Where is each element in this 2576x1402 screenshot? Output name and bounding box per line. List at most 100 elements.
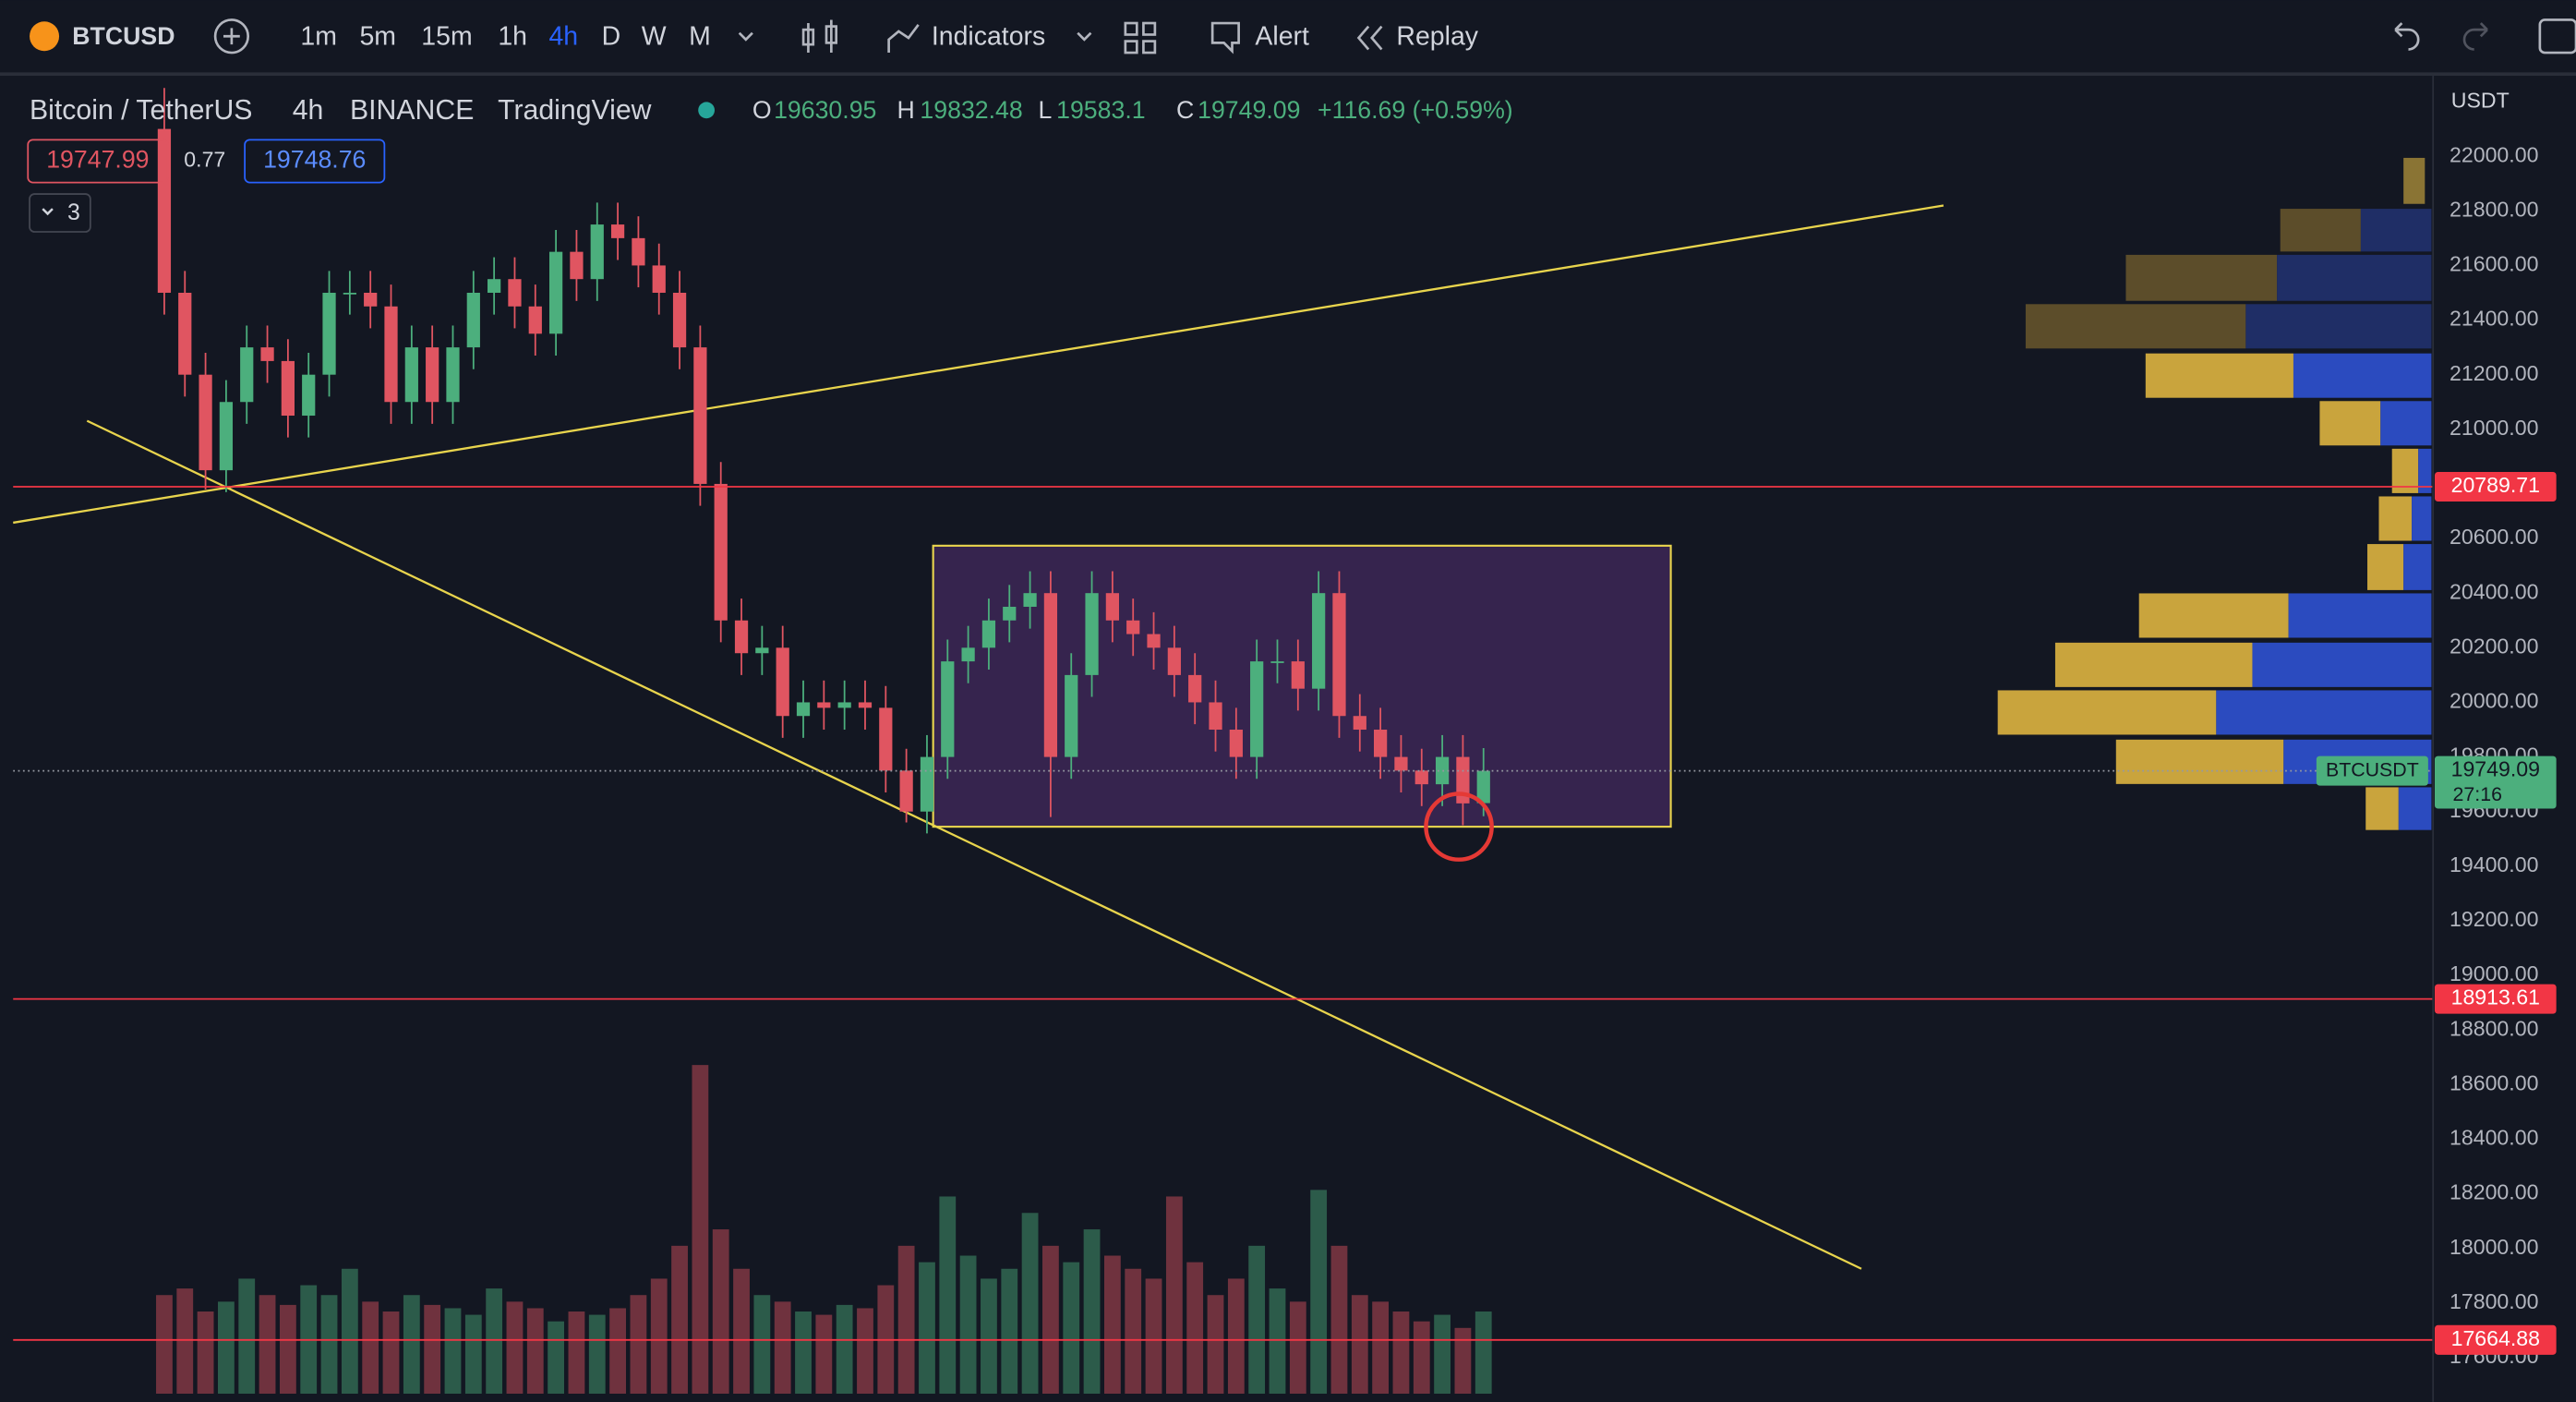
interval-button[interactable]: 4h — [548, 22, 578, 52]
ask[interactable]: 19748.76 — [263, 146, 366, 174]
ask-box[interactable] — [244, 139, 386, 184]
interval-button[interactable]: 5m — [359, 22, 396, 52]
y-tick-label: 20400.00 — [2450, 579, 2538, 603]
volume-bar — [320, 1295, 338, 1394]
ohlc-value: 19583.1 — [1056, 96, 1145, 124]
candle-body — [1456, 756, 1470, 804]
volume-bar — [259, 1295, 276, 1394]
trend-line[interactable] — [86, 419, 1862, 1270]
y-tick-label: 18600.00 — [2450, 1070, 2538, 1094]
volume-bar — [1372, 1301, 1390, 1394]
candle-body — [302, 374, 316, 417]
trend-line[interactable] — [13, 204, 1944, 525]
candle-body — [446, 347, 460, 403]
price-line-tag[interactable] — [2434, 1324, 2557, 1355]
volume-bar — [1351, 1295, 1368, 1394]
y-tick-label: 17800.00 — [2450, 1289, 2538, 1313]
volume-bar — [959, 1255, 977, 1394]
replay-button[interactable]: Replay — [1396, 22, 1478, 52]
candle-body — [488, 279, 501, 293]
exchange: BINANCE — [350, 95, 474, 126]
undo[interactable] — [2394, 22, 2420, 51]
candle-body — [240, 347, 254, 403]
candle-body — [796, 702, 811, 717]
price-line-label[interactable]: 20789.71 — [2451, 473, 2540, 497]
volume-bar — [1001, 1268, 1018, 1394]
ohlc-value: L — [1039, 96, 1053, 124]
interval-button[interactable]: W — [642, 22, 667, 52]
volume-bar — [526, 1308, 544, 1394]
price-line-label[interactable]: 17664.88 — [2451, 1326, 2540, 1350]
volume-bar — [444, 1308, 462, 1394]
candle-body — [219, 402, 234, 471]
ohlc-value: +116.69 (+0.59%) — [1318, 96, 1513, 124]
volume-bar — [588, 1314, 606, 1394]
volume-bar — [1227, 1278, 1245, 1394]
volume-bar — [1165, 1196, 1183, 1394]
volume-bar — [1125, 1268, 1142, 1394]
candle-body — [1126, 620, 1140, 635]
redo[interactable] — [2462, 22, 2488, 51]
candle-body — [1394, 756, 1408, 771]
candle-body — [693, 347, 707, 484]
volume-bar — [1021, 1213, 1039, 1394]
y-tick-label: 21600.00 — [2450, 252, 2538, 276]
candle-body — [260, 347, 274, 361]
price-line-tag[interactable] — [2434, 471, 2557, 502]
add-symbol[interactable] — [213, 18, 250, 54]
interval-button[interactable]: M — [689, 22, 711, 52]
layout-button[interactable] — [1124, 21, 1157, 54]
interval-menu[interactable] — [738, 31, 753, 42]
volume-bar — [464, 1314, 482, 1394]
volume-bar — [1145, 1278, 1162, 1394]
price-axis[interactable] — [2433, 74, 2576, 1402]
candle-body — [466, 292, 480, 348]
volume-bar — [1413, 1321, 1430, 1394]
candle-body — [1229, 730, 1243, 757]
collapse-button[interactable] — [29, 193, 91, 233]
candle-body — [1065, 674, 1078, 757]
volume-bar — [1310, 1190, 1328, 1394]
interval-button[interactable]: 1m — [300, 22, 337, 52]
candle-body — [508, 279, 522, 307]
y-tick-label: 18200.00 — [2450, 1180, 2538, 1204]
volume-bar — [939, 1196, 957, 1394]
volume-bar — [712, 1229, 729, 1394]
candle-body — [1353, 716, 1366, 731]
axis-currency[interactable]: USDT — [2451, 89, 2510, 113]
candle-body — [548, 251, 563, 334]
candle-body — [1003, 606, 1017, 621]
volume-bar — [919, 1262, 935, 1394]
interval-button[interactable]: 15m — [421, 22, 472, 52]
spread: 0.77 — [184, 148, 225, 172]
fullscreen[interactable] — [2538, 18, 2576, 54]
candle-body — [837, 702, 851, 708]
candle-body — [1332, 593, 1346, 717]
last-price-tag — [2434, 755, 2557, 809]
interval-button[interactable]: 1h — [498, 22, 527, 52]
volume-bar — [671, 1245, 688, 1394]
bid[interactable]: 19747.99 — [46, 146, 149, 174]
candle-body — [610, 224, 625, 238]
candle-body — [1250, 661, 1264, 757]
highlight-circle[interactable] — [1424, 792, 1494, 862]
volume-bar — [815, 1314, 833, 1394]
price-line-label[interactable]: 18913.61 — [2451, 985, 2540, 1009]
indicator-count[interactable]: 3 — [67, 199, 80, 225]
candle-body — [404, 347, 418, 403]
alert-button[interactable]: Alert — [1255, 22, 1309, 52]
price-line-tag[interactable] — [2434, 984, 2557, 1014]
volume-bar — [1269, 1288, 1286, 1394]
interval-button[interactable]: D — [602, 22, 621, 52]
candle-body — [528, 306, 542, 334]
candle-body — [281, 360, 295, 417]
candle-body — [879, 707, 893, 771]
chart-type[interactable] — [801, 19, 838, 54]
volume-bar — [1083, 1229, 1101, 1394]
bid-box[interactable] — [27, 139, 169, 184]
indicators-button[interactable]: Indicators — [932, 22, 1045, 52]
last-price: 19749.09 — [2451, 757, 2540, 781]
symbol[interactable]: BTCUSD — [72, 22, 175, 50]
